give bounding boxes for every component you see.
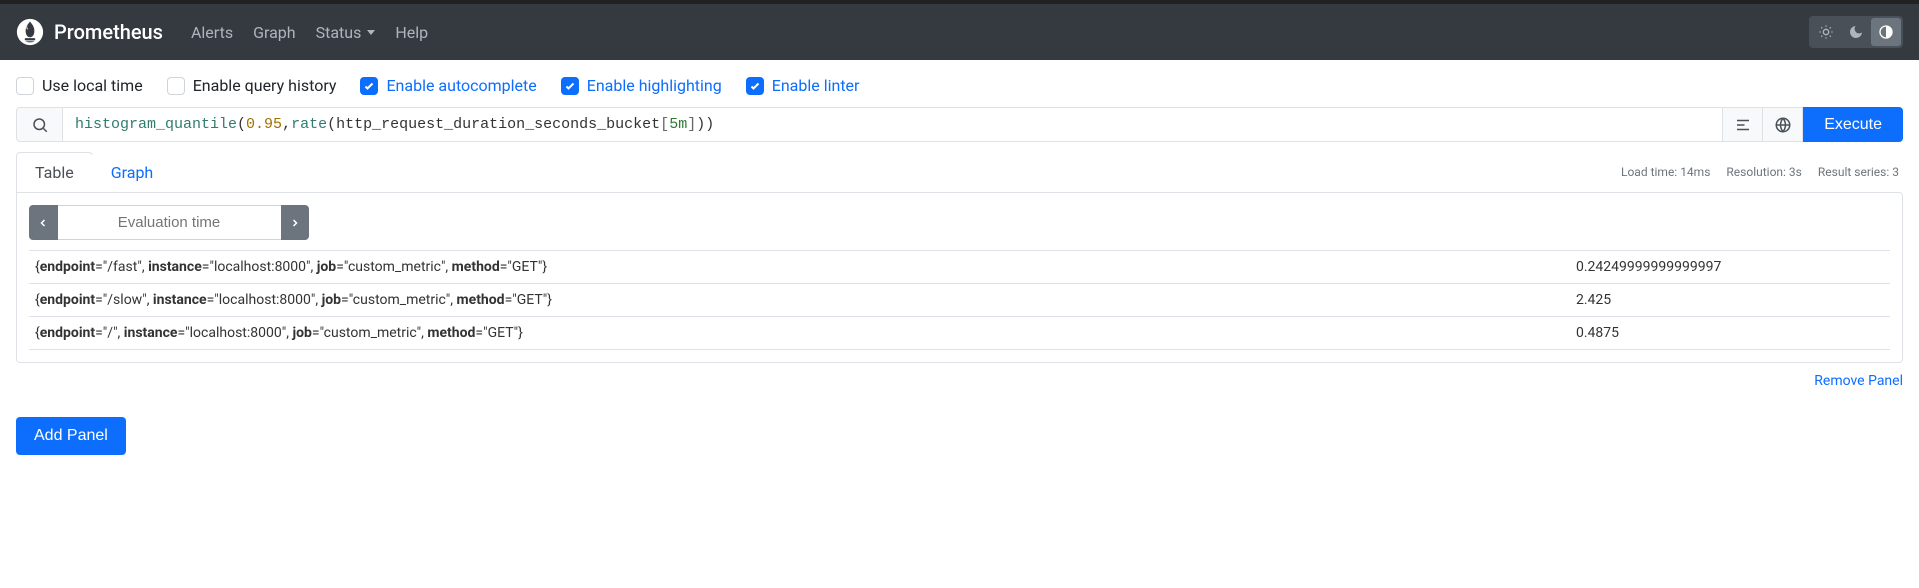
checkbox[interactable] bbox=[360, 77, 378, 95]
execute-button[interactable]: Execute bbox=[1803, 107, 1903, 142]
option-1[interactable]: Enable query history bbox=[167, 76, 337, 95]
sun-icon bbox=[1818, 24, 1834, 40]
query-token: rate bbox=[291, 116, 327, 133]
prometheus-logo-icon bbox=[16, 18, 44, 46]
search-icon bbox=[31, 116, 49, 134]
table-row: {endpoint="/", instance="localhost:8000"… bbox=[29, 317, 1890, 350]
query-token: ( bbox=[237, 116, 246, 133]
nav-links: Alerts Graph Status Help bbox=[191, 23, 428, 42]
theme-dark-button[interactable] bbox=[1841, 18, 1871, 46]
series-value: 0.24249999999999997 bbox=[1570, 251, 1890, 284]
tab-table[interactable]: Table bbox=[16, 152, 93, 192]
query-token: )) bbox=[696, 116, 714, 133]
tab-graph[interactable]: Graph bbox=[92, 152, 173, 192]
query-token: histogram_quantile bbox=[75, 116, 237, 133]
query-stats: Load time: 14ms Resolution: 3s Result se… bbox=[1621, 165, 1903, 179]
option-label: Enable autocomplete bbox=[386, 76, 536, 95]
query-token: 0.95 bbox=[246, 116, 282, 133]
check-icon bbox=[564, 80, 576, 92]
add-panel-button[interactable]: Add Panel bbox=[16, 417, 126, 455]
query-row: histogram_quantile(0.95, rate(http_reque… bbox=[16, 107, 1903, 142]
navbar-left: Prometheus Alerts Graph Status Help bbox=[16, 18, 428, 46]
checkbox[interactable] bbox=[16, 77, 34, 95]
query-token: http_request_duration_seconds_bucket bbox=[336, 116, 660, 133]
stat-result-series: Result series: 3 bbox=[1818, 165, 1899, 179]
metrics-explorer-button[interactable] bbox=[16, 107, 62, 142]
share-query-button[interactable] bbox=[1763, 107, 1803, 142]
contrast-icon bbox=[1878, 24, 1894, 40]
series-labels: {endpoint="/fast", instance="localhost:8… bbox=[29, 251, 1570, 284]
tabs: Table Graph bbox=[16, 152, 171, 192]
remove-panel-link[interactable]: Remove Panel bbox=[1814, 373, 1903, 389]
query-token: ] bbox=[687, 116, 696, 133]
option-label: Enable linter bbox=[772, 76, 860, 95]
brand-wrap[interactable]: Prometheus bbox=[16, 18, 163, 46]
theme-switcher bbox=[1809, 16, 1903, 48]
nav-link-help[interactable]: Help bbox=[395, 23, 428, 42]
option-0[interactable]: Use local time bbox=[16, 76, 143, 95]
chevron-left-icon bbox=[37, 217, 49, 229]
navbar: Prometheus Alerts Graph Status Help bbox=[0, 4, 1919, 60]
series-value: 0.4875 bbox=[1570, 317, 1890, 350]
query-token: ( bbox=[327, 116, 336, 133]
format-icon bbox=[1734, 116, 1752, 134]
query-token: , bbox=[282, 116, 291, 133]
results-table: {endpoint="/fast", instance="localhost:8… bbox=[29, 250, 1890, 350]
options-row: Use local time Enable query history Enable… bbox=[16, 76, 1903, 95]
checkbox[interactable] bbox=[746, 77, 764, 95]
option-2[interactable]: Enable autocomplete bbox=[360, 76, 536, 95]
check-icon bbox=[363, 80, 375, 92]
option-3[interactable]: Enable highlighting bbox=[561, 76, 722, 95]
evaluation-time-input[interactable] bbox=[58, 205, 281, 240]
moon-icon bbox=[1848, 24, 1864, 40]
theme-auto-button[interactable] bbox=[1871, 18, 1901, 46]
evaluation-time-control bbox=[29, 205, 309, 240]
option-label: Use local time bbox=[42, 76, 143, 95]
table-row: {endpoint="/slow", instance="localhost:8… bbox=[29, 284, 1890, 317]
globe-icon bbox=[1774, 116, 1792, 134]
query-token: [ bbox=[660, 116, 669, 133]
tabs-row: Table Graph Load time: 14ms Resolution: … bbox=[16, 152, 1903, 192]
brand-text: Prometheus bbox=[54, 20, 163, 44]
format-query-button[interactable] bbox=[1723, 107, 1763, 142]
option-label: Enable highlighting bbox=[587, 76, 722, 95]
option-4[interactable]: Enable linter bbox=[746, 76, 860, 95]
series-value: 2.425 bbox=[1570, 284, 1890, 317]
eval-time-prev-button[interactable] bbox=[29, 205, 58, 240]
remove-panel-wrap: Remove Panel bbox=[16, 373, 1903, 389]
eval-time-next-button[interactable] bbox=[281, 205, 310, 240]
nav-link-status-label: Status bbox=[316, 23, 362, 42]
nav-link-graph[interactable]: Graph bbox=[253, 23, 296, 42]
series-labels: {endpoint="/", instance="localhost:8000"… bbox=[29, 317, 1570, 350]
theme-light-button[interactable] bbox=[1811, 18, 1841, 46]
table-row: {endpoint="/fast", instance="localhost:8… bbox=[29, 251, 1890, 284]
checkbox[interactable] bbox=[561, 77, 579, 95]
nav-link-status[interactable]: Status bbox=[316, 23, 376, 42]
results-panel: {endpoint="/fast", instance="localhost:8… bbox=[16, 192, 1903, 363]
chevron-down-icon bbox=[367, 30, 375, 35]
option-label: Enable query history bbox=[193, 76, 337, 95]
checkbox[interactable] bbox=[167, 77, 185, 95]
series-labels: {endpoint="/slow", instance="localhost:8… bbox=[29, 284, 1570, 317]
nav-link-alerts[interactable]: Alerts bbox=[191, 23, 233, 42]
query-input[interactable]: histogram_quantile(0.95, rate(http_reque… bbox=[62, 107, 1723, 142]
chevron-right-icon bbox=[289, 217, 301, 229]
check-icon bbox=[749, 80, 761, 92]
content: Use local time Enable query history Enable… bbox=[0, 60, 1919, 471]
stat-load-time: Load time: 14ms bbox=[1621, 165, 1710, 179]
query-token: 5m bbox=[669, 116, 687, 133]
stat-resolution: Resolution: 3s bbox=[1726, 165, 1801, 179]
